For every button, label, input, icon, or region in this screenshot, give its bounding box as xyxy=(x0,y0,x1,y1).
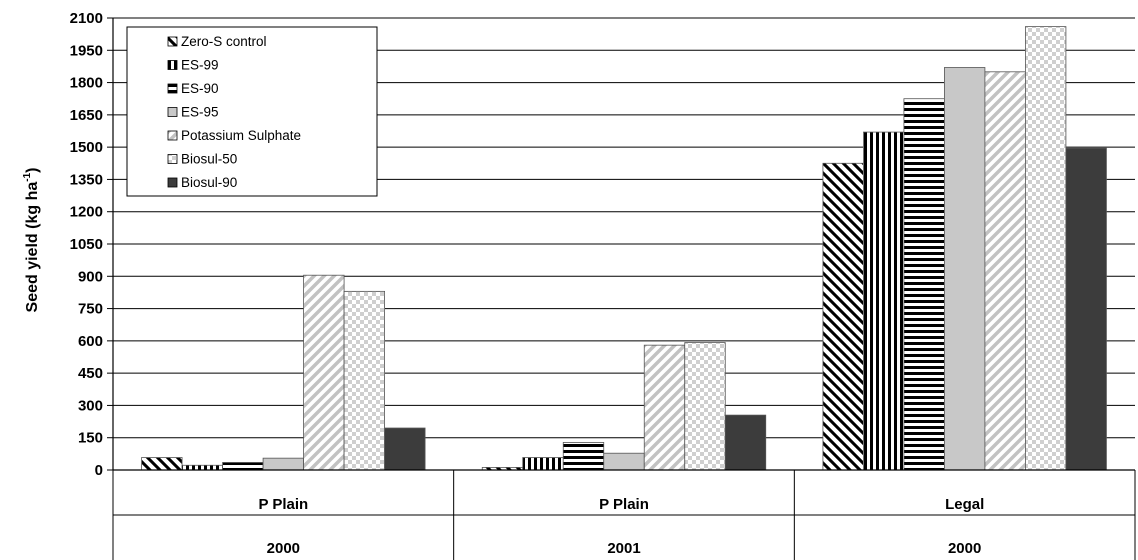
legend: Zero-S control ES-99 ES-90 ES-95 Potassium S… xyxy=(126,26,378,197)
x-category-year: 2000 xyxy=(267,540,300,557)
axes xyxy=(112,18,1135,471)
bar xyxy=(181,464,223,471)
y-tick-label: 150 xyxy=(78,430,103,447)
y-tick-labels: 0 150 300 450 600 750 900 1050 1200 1350 1500 1650 1… xyxy=(70,10,103,479)
legend-swatch xyxy=(167,60,178,70)
bar xyxy=(1025,26,1067,471)
y-tick-label: 1650 xyxy=(70,107,103,124)
legend-label: ES-99 xyxy=(181,58,219,73)
bar xyxy=(562,442,605,471)
legend-swatch xyxy=(167,130,178,141)
y-tick-label: 0 xyxy=(95,462,103,479)
bar xyxy=(222,462,264,471)
bar xyxy=(303,274,345,471)
legend-label: Potassium Sulphate xyxy=(181,128,301,143)
x-category-label: P Plain xyxy=(599,496,649,513)
legend-swatch xyxy=(167,83,178,94)
bar xyxy=(822,162,864,471)
bar xyxy=(522,457,564,471)
y-tick-label: 1200 xyxy=(70,204,103,221)
legend-label: Biosul-50 xyxy=(181,152,237,167)
x-category-year: 2000 xyxy=(948,540,981,557)
legend-box xyxy=(126,26,378,197)
legend-label: ES-90 xyxy=(181,81,219,96)
y-tick-label: 450 xyxy=(78,365,103,382)
x-category-table: P Plain 2000 P Plain 2001 Legal 2000 xyxy=(112,470,1136,560)
bar xyxy=(343,290,385,471)
bar xyxy=(684,342,726,471)
y-axis-title: Seed yield (kg ha-1) xyxy=(22,168,41,313)
x-category-year: 2001 xyxy=(607,540,640,557)
legend-label: Zero-S control xyxy=(181,34,267,49)
bar xyxy=(944,67,986,471)
bar xyxy=(863,131,905,471)
bar xyxy=(141,457,183,471)
bar xyxy=(903,98,945,471)
bar xyxy=(384,427,426,471)
legend-swatch xyxy=(167,36,178,47)
legend-label: ES-95 xyxy=(181,105,219,120)
y-tick-label: 1950 xyxy=(70,42,103,59)
x-category-label: Legal xyxy=(945,496,984,513)
legend-label: Biosul-90 xyxy=(181,175,237,190)
bar xyxy=(1065,147,1107,471)
bars xyxy=(141,26,1107,471)
bar xyxy=(984,71,1026,471)
bar xyxy=(262,457,304,471)
y-tick-label: 1800 xyxy=(70,75,103,92)
y-tick-label: 1350 xyxy=(70,171,103,188)
y-tick-label: 300 xyxy=(78,397,103,414)
y-tick-label: 1500 xyxy=(70,139,103,156)
bar xyxy=(643,344,686,471)
bar xyxy=(724,414,767,471)
y-tick-label: 900 xyxy=(78,268,103,285)
legend-swatch xyxy=(167,107,178,117)
y-tick-label: 750 xyxy=(78,301,103,318)
legend-swatch xyxy=(167,177,178,188)
x-category-label: P Plain xyxy=(258,496,308,513)
legend-swatch xyxy=(167,154,178,164)
bar xyxy=(603,452,645,471)
y-tick-label: 600 xyxy=(78,333,103,350)
y-tick-label: 1050 xyxy=(70,236,103,253)
y-tick-label: 2100 xyxy=(70,10,103,27)
